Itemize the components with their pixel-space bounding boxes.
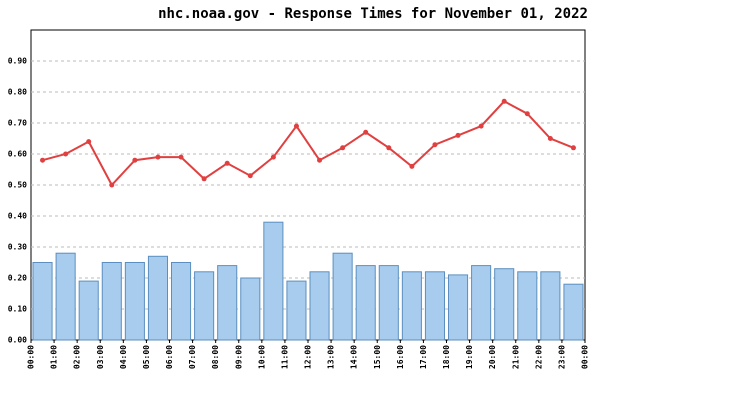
- x-tick-label: 00:00: [581, 345, 590, 369]
- x-tick-label: 20:00: [488, 345, 497, 369]
- x-tick-label: 02:00: [73, 345, 82, 369]
- bar: [147, 255, 169, 341]
- point: [178, 154, 184, 160]
- point: [155, 154, 161, 160]
- bar: [32, 262, 53, 341]
- x-tick-label: 04:00: [119, 345, 128, 369]
- point: [386, 145, 392, 151]
- y-tick-label: 0.30: [8, 243, 27, 252]
- point: [547, 136, 553, 141]
- point: [132, 157, 138, 163]
- point: [570, 145, 576, 151]
- x-tick-label: 17:00: [419, 345, 428, 369]
- bar: [401, 271, 422, 341]
- bar: [448, 274, 469, 341]
- x-tick-label: 11:00: [280, 345, 289, 369]
- y-tick-label: 0.70: [8, 119, 27, 128]
- y-tick-label: 0.80: [8, 88, 27, 97]
- bar: [194, 271, 215, 341]
- bar: [55, 252, 76, 341]
- bar: [355, 265, 376, 341]
- point: [63, 151, 69, 157]
- x-tick-label: 09:00: [234, 345, 243, 369]
- bar: [424, 271, 445, 341]
- x-tick-label: 22:00: [534, 345, 543, 369]
- bar: [171, 262, 192, 341]
- x-tick-label: 06:00: [165, 345, 174, 369]
- point: [524, 111, 530, 117]
- chart-title: nhc.noaa.gov - Response Times for Novemb…: [158, 6, 588, 22]
- x-tick-label: 19:00: [465, 345, 474, 369]
- bar: [471, 265, 492, 341]
- y-tick-label: 0.90: [8, 57, 27, 66]
- bar: [309, 271, 330, 341]
- y-tick-label: 0.00: [8, 336, 27, 345]
- x-tick-label: 13:00: [327, 345, 336, 369]
- x-tick-label: 18:00: [442, 345, 451, 369]
- bar: [563, 283, 584, 341]
- point: [270, 154, 276, 160]
- bar: [124, 262, 145, 341]
- bar: [540, 271, 561, 341]
- y-tick-label: 0.50: [8, 181, 27, 190]
- bar: [101, 262, 122, 341]
- bar: [240, 277, 261, 341]
- point: [201, 176, 207, 182]
- point: [340, 145, 346, 151]
- x-tick-label: 21:00: [511, 345, 520, 369]
- x-tick-label: 15:00: [373, 345, 382, 369]
- y-tick-label: 0.10: [8, 305, 27, 314]
- x-tick-label: 00:00: [27, 345, 36, 369]
- x-tick-label: 05:00: [142, 345, 151, 369]
- point: [247, 173, 253, 179]
- point: [317, 157, 323, 163]
- x-tick-label: 03:00: [96, 345, 105, 369]
- x-tick-label: 23:00: [557, 345, 566, 369]
- bar: [517, 271, 538, 341]
- point: [409, 163, 415, 169]
- point: [363, 129, 369, 135]
- y-tick-label: 0.60: [8, 150, 27, 159]
- point: [86, 139, 92, 145]
- x-tick-label: 12:00: [304, 345, 313, 369]
- x-tick-label: 01:00: [50, 345, 59, 369]
- x-tick-label: 08:00: [211, 345, 220, 369]
- point: [40, 157, 46, 163]
- bar: [286, 280, 307, 341]
- x-tick-label: 16:00: [396, 345, 405, 369]
- bar: [494, 268, 515, 341]
- point: [224, 160, 230, 166]
- x-tick-label: 07:00: [188, 345, 197, 369]
- bar: [332, 252, 353, 341]
- point: [501, 98, 507, 104]
- x-tick-label: 14:00: [350, 345, 359, 369]
- bar: [78, 280, 99, 341]
- point: [109, 182, 115, 188]
- x-tick-label: 10:00: [257, 345, 266, 369]
- point: [432, 142, 438, 148]
- point: [455, 132, 461, 138]
- bar: [378, 265, 399, 341]
- point: [293, 123, 299, 129]
- bar: [217, 265, 238, 341]
- line: [42, 100, 574, 187]
- y-tick-label: 0.40: [8, 212, 27, 221]
- point: [478, 123, 484, 129]
- bar: [263, 221, 284, 341]
- y-tick-label: 0.20: [8, 274, 27, 283]
